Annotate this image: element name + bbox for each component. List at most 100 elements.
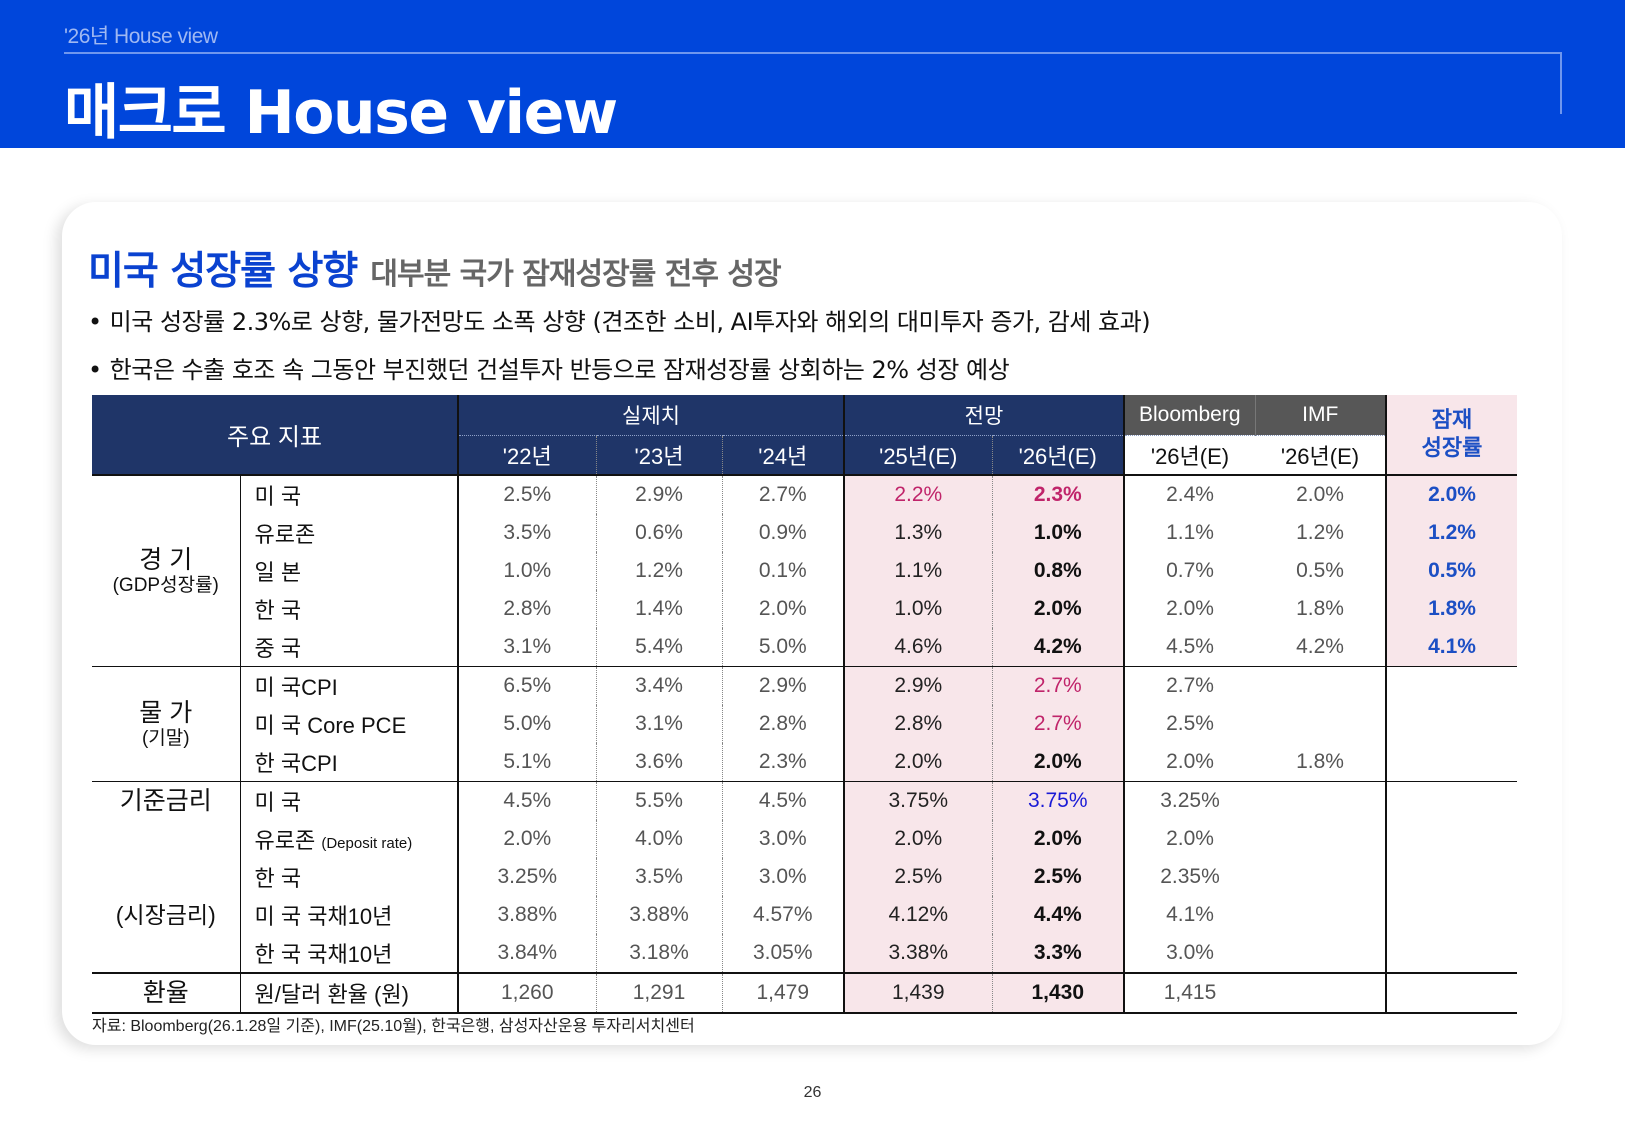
cell-value: 4.2% bbox=[991, 627, 1124, 666]
table-row: 물 가 (기말) 미 국CPI 6.5% 3.4% 2.9% 2.9% 2.7%… bbox=[92, 665, 1517, 781]
bullet-icon: • bbox=[88, 356, 102, 384]
row-label: 유로존 bbox=[239, 513, 458, 552]
bullet-icon: • bbox=[88, 308, 102, 336]
cell-value: 3.6% bbox=[595, 742, 722, 781]
cell-value: 0.7% bbox=[1123, 551, 1255, 590]
header-bloomberg-26e: '26년(E) bbox=[1123, 434, 1255, 475]
cell-value: 1.8% bbox=[1296, 596, 1344, 620]
table-row: 미 국 국채10년 3.88% 3.88% 4.57% 4.12% 4.4% 4… bbox=[92, 895, 1517, 934]
cell-value: 5.1% bbox=[457, 742, 596, 781]
cell-value bbox=[1385, 857, 1517, 896]
table-row: 한 국 3.25% 3.5% 3.0% 2.5% 2.5% 2.35% bbox=[92, 857, 1517, 896]
cell-value bbox=[1385, 819, 1517, 858]
cell-value: 2.0% bbox=[991, 742, 1124, 781]
cell-value bbox=[1385, 665, 1517, 705]
row-label: 미 국CPI bbox=[239, 665, 458, 705]
cell-value: 3.05% bbox=[721, 933, 844, 973]
cell-value: 1.1% bbox=[843, 551, 992, 590]
header-year-26e: '26년(E) bbox=[991, 434, 1124, 475]
header-potential-line1: 잠재 bbox=[1431, 407, 1473, 433]
header-bar: '26년 House view 매크로 House view bbox=[0, 0, 1625, 148]
cell-value: 2.5% bbox=[843, 857, 992, 896]
cell-value bbox=[1255, 934, 1386, 973]
cell-value: 4.2% bbox=[1296, 634, 1344, 658]
bullet-text: 미국 성장률 2.3%로 상향, 물가전망도 소폭 상향 (견조한 소비, AI… bbox=[109, 308, 1151, 336]
row-label: 한 국 bbox=[239, 857, 458, 896]
category-sublabel: (시장금리) bbox=[115, 901, 216, 928]
cell-value: 2.35% bbox=[1123, 857, 1255, 896]
row-label: 한 국 국채10년 bbox=[239, 933, 458, 973]
category-sublabel: (GDP성장률) bbox=[112, 574, 219, 596]
row-label: 원/달러 환율 (원) bbox=[239, 971, 458, 1014]
cell-value: 0.5% bbox=[1296, 558, 1344, 582]
cell-value: 4.5% bbox=[1123, 627, 1255, 666]
header-imf-26e: '26년(E) bbox=[1255, 434, 1387, 475]
cell-value: 1.0% bbox=[457, 551, 596, 590]
row-label-text: 유로존 bbox=[254, 827, 316, 853]
cell-value: 2.9% bbox=[843, 665, 992, 705]
cell-value: 1.2% bbox=[1296, 520, 1344, 544]
cell-value: 1,291 bbox=[595, 971, 722, 1014]
cell-value: 0.5% bbox=[1385, 551, 1517, 590]
cell-value: 4.0% bbox=[595, 819, 722, 858]
cell-value: 2.7% bbox=[721, 474, 844, 514]
cell-value: 4.6% bbox=[843, 627, 992, 666]
header-year-23: '23년 bbox=[595, 434, 722, 475]
table-row: 일 본 1.0% 1.2% 0.1% 1.1% 0.8% 0.7% 0.5% 0… bbox=[92, 551, 1517, 590]
cell-value: 1,430 bbox=[991, 971, 1124, 1014]
cell-value: 4.57% bbox=[721, 895, 844, 934]
category-inflation: 물 가 (기말) bbox=[92, 665, 240, 781]
cell-value: 2.8% bbox=[843, 704, 992, 743]
category-label: 경 기 bbox=[139, 545, 193, 574]
table-row: 한 국 국채10년 3.84% 3.18% 3.05% 3.38% 3.3% 3… bbox=[92, 933, 1517, 973]
cell-value: 1,415 bbox=[1123, 971, 1255, 1014]
header-subtitle: '26년 House view bbox=[64, 25, 218, 48]
cell-value: 2.7% bbox=[1123, 665, 1255, 705]
cell-value bbox=[1385, 742, 1517, 781]
cell-value: 4.5% bbox=[721, 780, 844, 820]
cell-value: 2.0% bbox=[457, 819, 596, 858]
cell-value: 4.12% bbox=[843, 895, 992, 934]
bullet-text: 한국은 수출 호조 속 그동안 부진했던 건설투자 반등으로 잠재성장률 상회하… bbox=[109, 356, 1010, 384]
header-year-22: '22년 bbox=[457, 434, 596, 475]
cell-value: 3.75% bbox=[843, 780, 992, 820]
cell-value: 3.1% bbox=[457, 627, 596, 666]
table-row: 경 기 (GDP성장률) 미 국 2.5% 2.9% 2.7% 2.2% 2.3… bbox=[92, 474, 1517, 596]
cell-value: 2.0% bbox=[843, 819, 992, 858]
cell-value: 3.0% bbox=[1123, 933, 1255, 973]
cell-value: 2.0% bbox=[1296, 482, 1344, 506]
page-number: 26 bbox=[803, 1084, 822, 1101]
cell-value: 1.0% bbox=[843, 589, 992, 628]
cell-value: 2.3% bbox=[721, 742, 844, 781]
cell-value: 2.0% bbox=[1385, 474, 1517, 514]
cell-value: 2.5% bbox=[457, 474, 596, 514]
table-row: 중 국 3.1% 5.4% 5.0% 4.6% 4.2% 4.5% 4.2% 4… bbox=[92, 627, 1517, 666]
header-divider-vertical bbox=[1560, 52, 1562, 114]
table-row: 한 국 2.8% 1.4% 2.0% 1.0% 2.0% 2.0% 1.8% 1… bbox=[92, 589, 1517, 628]
cell-value: 3.88% bbox=[595, 895, 722, 934]
cell-value: 2.3% bbox=[991, 474, 1124, 514]
cell-value bbox=[1255, 896, 1386, 934]
header-potential-line2: 성장률 bbox=[1421, 435, 1483, 461]
category-rates: 기준금리 (시장금리) bbox=[92, 780, 240, 973]
macro-forecast-table: 주요 지표 실제치 전망 Bloomberg IMF 잠재 성장률 '22년 '… bbox=[92, 395, 1517, 1014]
cell-value: 2.0% bbox=[1123, 819, 1255, 858]
cell-value: 2.2% bbox=[843, 474, 992, 514]
row-label: 유로존 (Deposit rate) bbox=[239, 819, 458, 858]
table-row: 환율 원/달러 환율 (원) 1,260 1,291 1,479 1,439 1… bbox=[92, 971, 1517, 1014]
cell-value bbox=[1255, 780, 1386, 820]
cell-value: 1.2% bbox=[595, 551, 722, 590]
cell-value: 3.0% bbox=[721, 819, 844, 858]
cell-value bbox=[1255, 665, 1386, 705]
cell-value bbox=[1255, 820, 1386, 858]
header-indicator: 주요 지표 bbox=[92, 395, 458, 475]
header-divider bbox=[64, 52, 1560, 54]
page-title: 매크로 House view bbox=[64, 78, 618, 148]
cell-value: 1.8% bbox=[1385, 589, 1517, 628]
cell-value bbox=[1255, 705, 1386, 743]
cell-value: 3.88% bbox=[457, 895, 596, 934]
cell-value: 3.5% bbox=[595, 857, 722, 896]
cell-value: 3.1% bbox=[595, 704, 722, 743]
header-bloomberg: Bloomberg bbox=[1123, 395, 1255, 435]
cell-value: 0.1% bbox=[721, 551, 844, 590]
